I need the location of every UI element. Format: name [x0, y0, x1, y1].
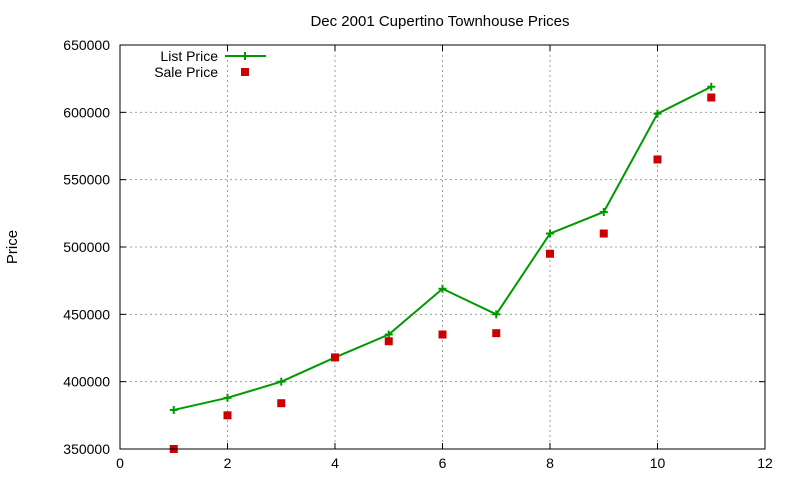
list-price-point — [384, 330, 393, 339]
sale-price-point — [599, 229, 608, 238]
sale-price-point — [331, 353, 339, 362]
list-price-point — [546, 229, 554, 238]
sale-price-point — [546, 249, 554, 258]
legend-label-list-price: List Price — [160, 48, 218, 64]
x-tick-label: 10 — [650, 455, 666, 471]
y-tick-label: 550000 — [63, 172, 110, 188]
x-tick-label: 0 — [116, 455, 124, 471]
sale-price-point — [653, 155, 662, 164]
sale-price-point — [277, 399, 286, 408]
list-price-point — [492, 310, 501, 319]
y-tick-label: 450000 — [63, 306, 110, 322]
list-price-point — [223, 393, 232, 402]
list-price-point — [438, 284, 447, 293]
sale-price-point — [492, 329, 501, 338]
list-price-point — [169, 405, 178, 414]
y-tick-label: 650000 — [63, 37, 110, 53]
x-tick-label: 4 — [331, 455, 339, 471]
y-tick-label: 400000 — [63, 374, 110, 390]
list-price-point — [653, 109, 662, 118]
x-tick-label: 8 — [546, 455, 554, 471]
legend-marker-list-price — [241, 52, 249, 60]
x-tick-label: 12 — [757, 455, 773, 471]
y-axis-label: Price — [4, 230, 21, 264]
series-layer — [169, 82, 716, 453]
series-sale-price — [169, 93, 716, 453]
chart-title: Dec 2001 Cupertino Townhouse Prices — [310, 13, 569, 30]
sale-price-point — [384, 337, 393, 346]
list-price-point — [599, 207, 608, 216]
axis-ticks: 0 2 4 6 8 10 12 350000 400000 450000 500000 550000 6… — [63, 37, 773, 471]
legend-marker-sale-price — [241, 68, 249, 76]
list-price-point — [277, 377, 286, 386]
x-tick-label: 6 — [439, 455, 447, 471]
y-tick-label: 600000 — [63, 104, 110, 120]
y-tick-label: 350000 — [63, 441, 110, 457]
y-tick-label: 500000 — [63, 239, 110, 255]
sale-price-point — [707, 93, 716, 102]
sale-price-point — [438, 330, 447, 339]
series-list-price — [169, 82, 716, 414]
sale-price-point — [223, 411, 232, 420]
x-tick-label: 2 — [224, 455, 232, 471]
grid — [120, 45, 765, 449]
plot-frame — [119, 44, 766, 450]
legend-label-sale-price: Sale Price — [154, 64, 218, 80]
list-price-point — [707, 82, 716, 91]
